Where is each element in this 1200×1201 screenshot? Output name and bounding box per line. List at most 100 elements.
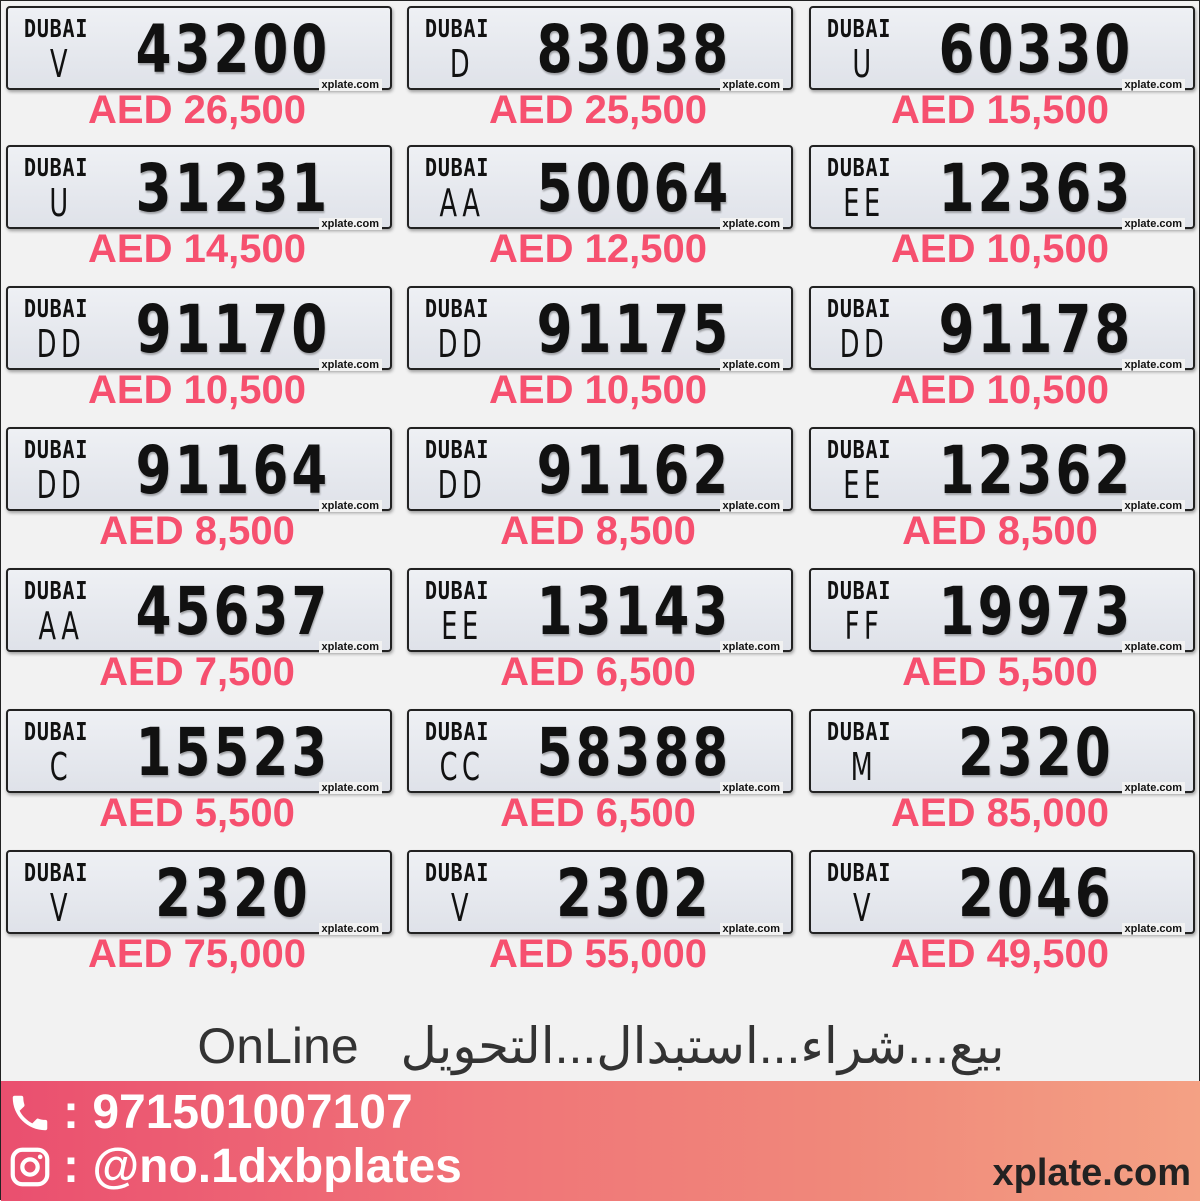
plate-price: AED 10,500	[88, 368, 306, 412]
plate-code: V	[49, 42, 73, 86]
plate-listing[interactable]: DUBAI CC 58388 xplate.com AED 6,500	[407, 709, 793, 850]
emirate-logo: DUBAI	[24, 576, 89, 605]
plate-price: AED 49,500	[891, 932, 1109, 976]
license-plate: DUBAI U 31231 xplate.com	[6, 145, 392, 230]
plate-price: AED 7,500	[99, 650, 295, 694]
plate-listing[interactable]: DUBAI AA 45637 xplate.com AED 7,500	[6, 568, 392, 709]
plate-code: EE	[843, 463, 885, 507]
plate-price: AED 85,000	[891, 791, 1109, 835]
license-plate: DUBAI FF 19973 xplate.com	[809, 568, 1195, 653]
plate-listing[interactable]: DUBAI U 60330 xplate.com AED 15,500	[809, 6, 1195, 147]
plate-listing[interactable]: DUBAI V 2320 xplate.com AED 75,000	[6, 850, 392, 991]
plate-listing[interactable]: DUBAI DD 91170 xplate.com AED 10,500	[6, 286, 392, 427]
tagline-arabic: بيع...شراء...استبدال...التحويل	[400, 1018, 1005, 1074]
plate-code: AA	[439, 181, 485, 225]
plate-watermark: xplate.com	[1121, 218, 1185, 230]
tagline: OnLine بيع...شراء...استبدال...التحويل	[1, 1011, 1200, 1081]
plate-number: 31231	[135, 150, 331, 227]
emirate-logo: DUBAI	[827, 717, 892, 746]
plate-listing[interactable]: DUBAI AA 50064 xplate.com AED 12,500	[407, 145, 793, 286]
plate-watermark: xplate.com	[318, 500, 382, 512]
emirate-logo: DUBAI	[24, 717, 89, 746]
plate-price: AED 10,500	[891, 368, 1109, 412]
plate-listing[interactable]: DUBAI U 31231 xplate.com AED 14,500	[6, 145, 392, 286]
tagline-english: OnLine	[197, 1018, 359, 1074]
plate-watermark: xplate.com	[1121, 641, 1185, 653]
plate-price: AED 8,500	[99, 509, 295, 553]
plate-number: 15523	[135, 714, 331, 791]
plate-listing[interactable]: DUBAI M 2320 xplate.com AED 85,000	[809, 709, 1195, 850]
license-plate: DUBAI V 2046 xplate.com	[809, 850, 1195, 935]
emirate-logo: DUBAI	[827, 14, 892, 43]
license-plate: DUBAI DD 91164 xplate.com	[6, 427, 392, 512]
instagram-icon	[10, 1147, 50, 1186]
license-plate: DUBAI V 2320 xplate.com	[6, 850, 392, 935]
license-plate: DUBAI EE 13143 xplate.com	[407, 568, 793, 653]
plate-code: V	[450, 886, 474, 930]
plate-price: AED 8,500	[902, 509, 1098, 553]
plate-watermark: xplate.com	[318, 79, 382, 91]
plate-number: 12362	[938, 432, 1134, 509]
plate-price: AED 55,000	[489, 932, 707, 976]
license-plate: DUBAI AA 45637 xplate.com	[6, 568, 392, 653]
plate-code: U	[49, 181, 73, 225]
plate-watermark: xplate.com	[719, 782, 783, 794]
plate-watermark: xplate.com	[1121, 500, 1185, 512]
plate-number: 45637	[135, 573, 331, 650]
plate-price: AED 25,500	[489, 88, 707, 132]
plate-watermark: xplate.com	[719, 500, 783, 512]
instagram-line: : @no.1dxbplates	[7, 1139, 462, 1194]
license-plate: DUBAI M 2320 xplate.com	[809, 709, 1195, 794]
plate-number: 91175	[536, 291, 732, 368]
plate-code: V	[852, 886, 876, 930]
plate-listing[interactable]: DUBAI C 15523 xplate.com AED 5,500	[6, 709, 392, 850]
emirate-logo: DUBAI	[24, 435, 89, 464]
plate-listing[interactable]: DUBAI FF 19973 xplate.com AED 5,500	[809, 568, 1195, 709]
license-plate: DUBAI DD 91170 xplate.com	[6, 286, 392, 371]
license-plate: DUBAI CC 58388 xplate.com	[407, 709, 793, 794]
plate-code: AA	[38, 604, 84, 648]
license-plate: DUBAI C 15523 xplate.com	[6, 709, 392, 794]
plate-price: AED 6,500	[500, 791, 696, 835]
plate-listing[interactable]: DUBAI DD 91164 xplate.com AED 8,500	[6, 427, 392, 568]
plate-listing[interactable]: DUBAI EE 12363 xplate.com AED 10,500	[809, 145, 1195, 286]
plate-code: DD	[839, 322, 889, 366]
plate-watermark: xplate.com	[318, 782, 382, 794]
plate-watermark: xplate.com	[719, 79, 783, 91]
emirate-logo: DUBAI	[425, 435, 490, 464]
contact-footer: : 971501007107 : @no.1dxbplates xplate.c…	[1, 1081, 1200, 1201]
emirate-logo: DUBAI	[827, 294, 892, 323]
plate-listing[interactable]: DUBAI V 2302 xplate.com AED 55,000	[407, 850, 793, 991]
emirate-logo: DUBAI	[827, 576, 892, 605]
emirate-logo: DUBAI	[827, 858, 892, 887]
plate-code: C	[49, 745, 73, 789]
plate-listing[interactable]: DUBAI D 83038 xplate.com AED 25,500	[407, 6, 793, 147]
plate-listing[interactable]: DUBAI EE 13143 xplate.com AED 6,500	[407, 568, 793, 709]
license-plate: DUBAI U 60330 xplate.com	[809, 6, 1195, 91]
plate-number: 19973	[938, 573, 1134, 650]
emirate-logo: DUBAI	[425, 14, 490, 43]
plate-listing[interactable]: DUBAI EE 12362 xplate.com AED 8,500	[809, 427, 1195, 568]
plate-code: V	[49, 886, 73, 930]
instagram-handle: : @no.1dxbplates	[63, 1140, 462, 1193]
emirate-logo: DUBAI	[24, 153, 89, 182]
plate-price: AED 75,000	[88, 932, 306, 976]
emirate-logo: DUBAI	[425, 576, 490, 605]
license-plate: DUBAI DD 91175 xplate.com	[407, 286, 793, 371]
plate-number: 83038	[536, 11, 732, 88]
emirate-logo: DUBAI	[24, 294, 89, 323]
plate-watermark: xplate.com	[318, 218, 382, 230]
plate-listing[interactable]: DUBAI V 2046 xplate.com AED 49,500	[809, 850, 1195, 991]
plate-number: 2302	[556, 855, 712, 932]
plate-listing[interactable]: DUBAI DD 91162 xplate.com AED 8,500	[407, 427, 793, 568]
plate-number: 91164	[135, 432, 331, 509]
plate-number: 91162	[536, 432, 732, 509]
plate-listing[interactable]: DUBAI DD 91175 xplate.com AED 10,500	[407, 286, 793, 427]
plate-listing[interactable]: DUBAI DD 91178 xplate.com AED 10,500	[809, 286, 1195, 427]
plate-code: D	[449, 42, 475, 86]
plate-price: AED 5,500	[902, 650, 1098, 694]
plate-watermark: xplate.com	[318, 359, 382, 371]
license-plate: DUBAI V 43200 xplate.com	[6, 6, 392, 91]
plate-listing[interactable]: DUBAI V 43200 xplate.com AED 26,500	[6, 6, 392, 147]
plate-watermark: xplate.com	[318, 641, 382, 653]
